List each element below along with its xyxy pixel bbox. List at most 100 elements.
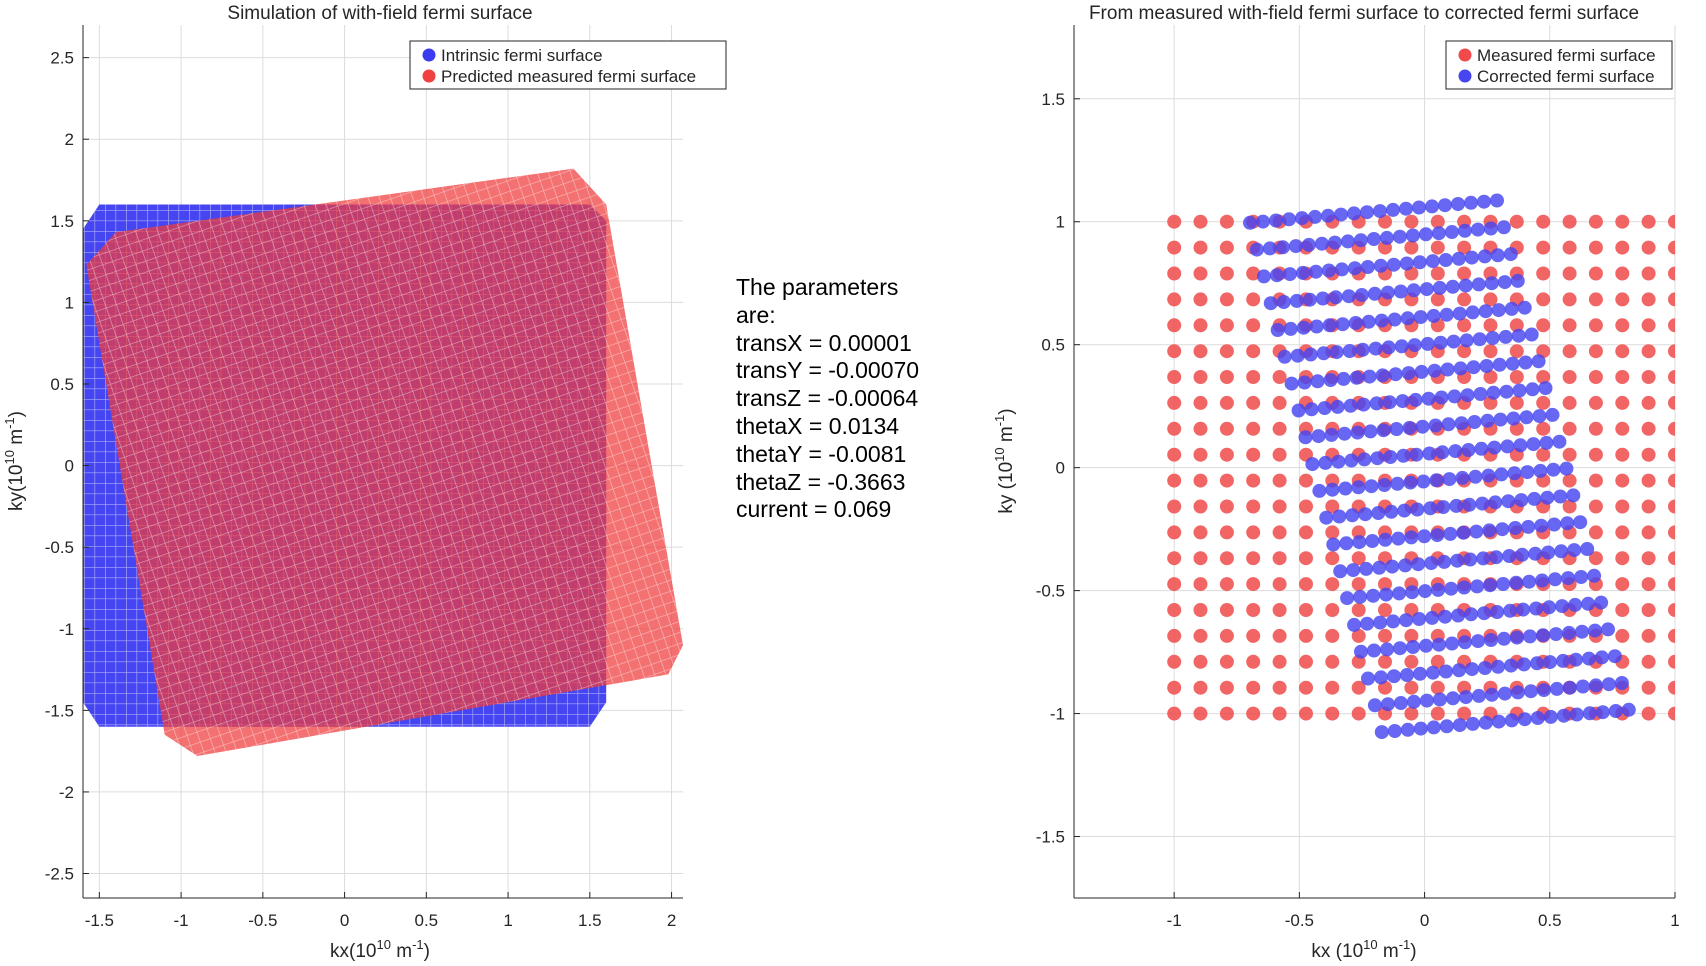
corrected-point — [1483, 221, 1498, 236]
corrected-point — [1314, 236, 1329, 251]
corrected-point — [1290, 348, 1305, 363]
corrected-point — [1494, 467, 1509, 482]
corrected-point — [1269, 268, 1284, 283]
measured-point — [1272, 370, 1287, 384]
measured-point — [1615, 525, 1630, 540]
corrected-point — [1303, 347, 1318, 362]
legend-marker-measured — [1458, 48, 1472, 62]
corrected-point — [1388, 367, 1403, 382]
corrected-point — [1548, 572, 1563, 587]
measured-point — [1378, 628, 1392, 643]
corrected-point — [1393, 696, 1408, 710]
measured-point — [1246, 447, 1261, 462]
corrected-point — [1387, 724, 1402, 738]
right-xtick-label: 0.5 — [1538, 911, 1562, 930]
corrected-point — [1304, 402, 1319, 417]
corrected-point — [1366, 588, 1381, 603]
measured-point — [1588, 214, 1603, 229]
corrected-point — [1500, 439, 1515, 454]
corrected-point — [1515, 547, 1530, 562]
measured-point — [1457, 292, 1472, 307]
measured-point — [1536, 370, 1551, 384]
corrected-point — [1496, 577, 1511, 591]
corrected-point — [1400, 311, 1415, 326]
corrected-point — [1540, 490, 1555, 505]
corrected-point — [1531, 354, 1546, 369]
corrected-point — [1497, 275, 1512, 290]
param-transx: transX = 0.00001 — [736, 329, 912, 356]
corrected-point — [1357, 452, 1372, 467]
param-thetaz: thetaZ = -0.3663 — [736, 468, 906, 495]
corrected-point — [1474, 441, 1489, 456]
measured-point — [1641, 318, 1656, 333]
measured-point — [1536, 266, 1551, 281]
corrected-point — [1371, 506, 1386, 520]
corrected-point — [1275, 240, 1290, 255]
corrected-point — [1402, 420, 1417, 435]
measured-point — [1588, 240, 1603, 255]
corrected-point — [1378, 532, 1393, 547]
corrected-point — [1289, 293, 1304, 308]
corrected-point — [1419, 638, 1433, 653]
measured-point — [1193, 603, 1208, 617]
corrected-point — [1549, 681, 1564, 696]
measured-point — [1457, 344, 1472, 359]
corrected-point — [1321, 208, 1335, 223]
corrected-point — [1539, 435, 1554, 450]
measured-point — [1193, 266, 1208, 281]
measured-point — [1219, 706, 1234, 721]
corrected-point — [1439, 664, 1453, 679]
measured-point — [1588, 395, 1603, 410]
corrected-point — [1444, 225, 1459, 239]
corrected-point — [1471, 634, 1485, 649]
measured-point — [1351, 706, 1366, 721]
right-ytick-label: -0.5 — [1036, 582, 1065, 601]
corrected-point — [1471, 688, 1486, 703]
measured-point — [1167, 499, 1182, 514]
measured-point — [1668, 395, 1675, 410]
measured-point — [1615, 603, 1630, 617]
corrected-point — [1396, 448, 1411, 463]
left-ytick-label: 2.5 — [50, 49, 74, 68]
corrected-point — [1312, 483, 1327, 498]
corrected-point — [1384, 504, 1399, 519]
measured-point — [1615, 499, 1630, 514]
measured-point — [1167, 525, 1182, 540]
corrected-point — [1337, 426, 1352, 441]
measured-point — [1483, 370, 1498, 384]
corrected-point — [1508, 521, 1523, 535]
measured-point — [1219, 266, 1234, 281]
measured-point — [1246, 525, 1261, 540]
corrected-point — [1532, 409, 1547, 424]
corrected-point — [1368, 341, 1383, 356]
right-chart: From measured with-field fermi surface t… — [992, 3, 1680, 962]
measured-point — [1272, 551, 1287, 566]
corrected-point — [1465, 305, 1480, 320]
corrected-point — [1471, 277, 1486, 292]
corrected-point — [1438, 253, 1453, 267]
measured-point — [1615, 292, 1630, 307]
corrected-point — [1491, 714, 1506, 729]
corrected-point — [1282, 267, 1297, 282]
corrected-point — [1547, 517, 1562, 532]
corrected-point — [1443, 526, 1458, 541]
corrected-point — [1332, 509, 1347, 524]
corrected-point — [1470, 222, 1485, 237]
corrected-point — [1389, 422, 1404, 436]
measured-point — [1246, 395, 1261, 410]
right-xtick-label: -1 — [1167, 911, 1182, 930]
corrected-point — [1360, 616, 1375, 631]
corrected-point — [1295, 211, 1309, 226]
measured-point — [1272, 654, 1287, 669]
corrected-point — [1523, 684, 1538, 699]
predicted-fermi-surface-grid — [86, 168, 683, 756]
corrected-point — [1477, 249, 1492, 264]
corrected-point — [1283, 321, 1298, 336]
corrected-point — [1302, 292, 1317, 307]
legend-label-predicted: Predicted measured fermi surface — [441, 67, 696, 86]
measured-point — [1325, 603, 1340, 617]
corrected-point — [1526, 437, 1541, 452]
corrected-point — [1374, 313, 1389, 328]
corrected-point — [1440, 362, 1455, 377]
corrected-point — [1493, 412, 1508, 427]
